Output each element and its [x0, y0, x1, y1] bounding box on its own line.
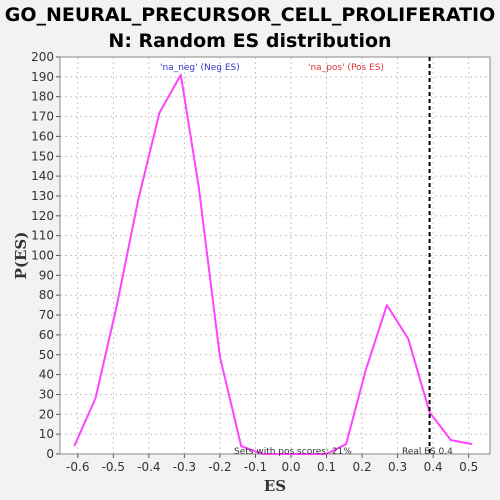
neg-es-label: 'na_neg' (Neg ES) — [160, 63, 240, 73]
chart-title-line1: GO_NEURAL_PRECURSOR_CELL_PROLIFERATIO — [4, 4, 496, 26]
axes: 0 10 20 30 40 50 60 70 80 90 100 110 120 130 140 150 160… — [31, 50, 491, 474]
y-tick-label: 50 — [39, 348, 54, 362]
y-tick-label: 70 — [39, 308, 54, 322]
x-tick-label: 0.1 — [317, 460, 336, 474]
x-tick-label: -0.6 — [66, 460, 89, 474]
y-tick-label: 120 — [31, 209, 54, 223]
x-tick-label: -0.2 — [208, 460, 231, 474]
y-tick-label: 190 — [31, 70, 54, 84]
y-tick-label: 0 — [46, 447, 54, 461]
y-tick-label: 100 — [31, 249, 54, 263]
y-tick-label: 160 — [31, 129, 54, 143]
y-tick-label: 200 — [31, 50, 54, 64]
y-tick-label: 90 — [39, 268, 54, 282]
x-tick-label: 0.4 — [424, 460, 443, 474]
es-distribution-line — [73, 73, 473, 455]
x-axis-label: ES — [264, 477, 286, 495]
y-tick-label: 130 — [31, 189, 54, 203]
y-tick-label: 10 — [39, 427, 54, 441]
x-tick-label: -0.5 — [102, 460, 125, 474]
chart-title: GO_NEURAL_PRECURSOR_CELL_PROLIFERATIO N:… — [0, 0, 500, 54]
y-tick-label: 150 — [31, 149, 54, 163]
series-layer — [73, 73, 473, 455]
x-tick-label: 0.2 — [353, 460, 372, 474]
x-tick-label: -0.1 — [244, 460, 267, 474]
y-axis-label: P(ES) — [12, 232, 30, 280]
x-tick-label: 0.5 — [459, 460, 478, 474]
y-tick-label: 80 — [39, 288, 54, 302]
y-tick-label: 40 — [39, 368, 54, 382]
annotations: 'na_neg' (Neg ES) 'na_pos' (Pos ES) Sets w… — [160, 57, 453, 457]
x-tick-label: 0.3 — [388, 460, 407, 474]
y-tick-label: 60 — [39, 328, 54, 342]
y-tick-label: 140 — [31, 169, 54, 183]
pos-sets-text: Sets with pos scores: 21% — [234, 447, 352, 457]
y-tick-label: 180 — [31, 90, 54, 104]
real-es-text: Real ES 0.4 — [402, 447, 453, 457]
pos-es-label: 'na_pos' (Pos ES) — [308, 63, 384, 73]
y-tick-label: 110 — [31, 229, 54, 243]
chart-title-line2: N: Random ES distribution — [108, 30, 392, 52]
x-tick-label: -0.3 — [173, 460, 196, 474]
y-tick-label: 170 — [31, 110, 54, 124]
x-tick-label: -0.4 — [137, 460, 160, 474]
x-tick-label: 0.0 — [281, 460, 300, 474]
y-tick-label: 30 — [39, 387, 54, 401]
y-tick-label: 20 — [39, 407, 54, 421]
